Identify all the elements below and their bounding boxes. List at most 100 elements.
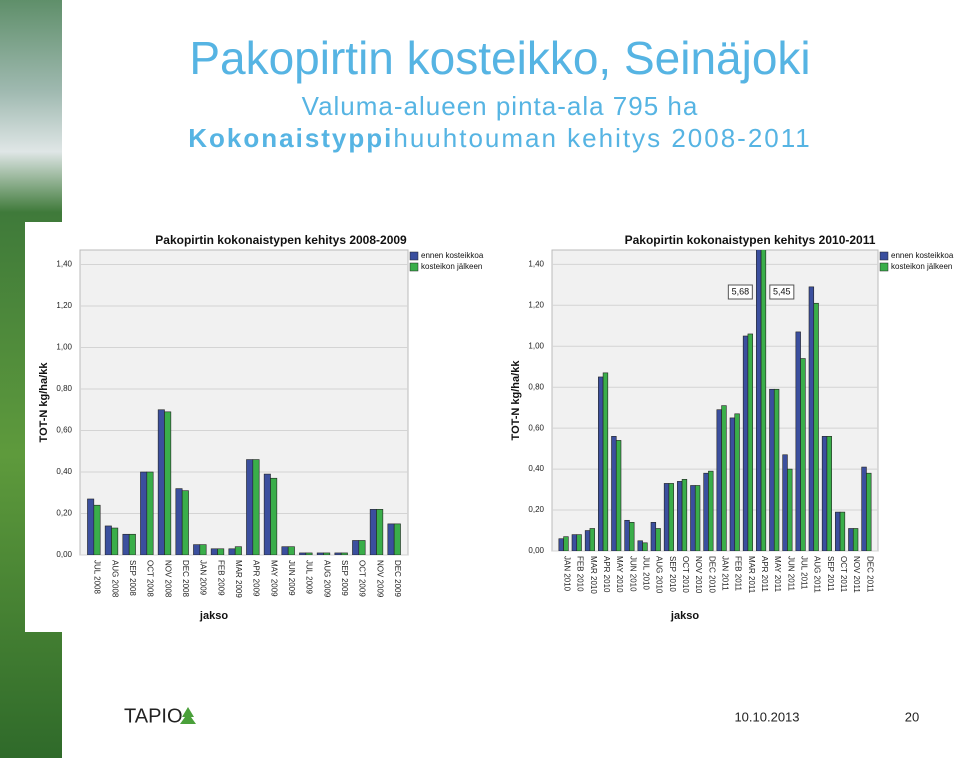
x-tick-label: NOV 2009 — [375, 560, 384, 598]
value-label-box — [769, 284, 795, 300]
bar — [839, 511, 846, 551]
bar — [637, 540, 643, 551]
bar — [563, 536, 569, 551]
bar — [769, 388, 775, 551]
bar — [270, 477, 278, 555]
x-tick-label: JUN 2010 — [628, 556, 637, 592]
y-tick-label: 1,40 — [56, 260, 72, 269]
bar — [742, 335, 749, 551]
bar — [611, 436, 617, 551]
bar — [787, 468, 793, 551]
legend-label: kosteikon jälkeen — [421, 262, 482, 271]
bar — [721, 405, 727, 551]
bar — [323, 552, 331, 555]
x-tick-label: MAY 2009 — [269, 560, 278, 597]
bar — [589, 528, 595, 551]
y-tick-label: 0,60 — [528, 423, 544, 432]
bar — [655, 528, 661, 551]
y-tick-label: 0,20 — [56, 509, 72, 518]
slide-title: Pakopirtin kosteikko, Seinäjoki — [189, 32, 810, 84]
bar — [217, 548, 225, 555]
bar — [571, 534, 578, 551]
value-label-box — [727, 284, 753, 300]
x-tick-label: OCT 2011 — [839, 556, 848, 593]
bar — [122, 533, 130, 555]
x-tick-label: AUG 2009 — [322, 560, 331, 598]
x-tick-label: JAN 2011 — [720, 556, 729, 591]
bar — [650, 522, 657, 551]
footer-date: 10.10.2013 — [734, 709, 799, 724]
logo-tree — [180, 707, 196, 724]
y-tick-label: 0,00 — [56, 550, 72, 559]
x-tick-label: NOV 2008 — [163, 560, 172, 598]
x-tick-label: DEC 2011 — [865, 556, 874, 593]
bar — [334, 552, 342, 555]
y-tick-label: 0,80 — [56, 384, 72, 393]
bar — [140, 471, 148, 555]
x-tick-label: OCT 2009 — [358, 560, 367, 597]
x-tick-label: FEB 2011 — [734, 556, 743, 592]
subtitle-rest: huuhtouman kehitys 2008-2011 — [393, 123, 811, 153]
bar — [795, 331, 801, 551]
y-tick-label: 0,40 — [528, 464, 544, 473]
y-tick-label: 1,20 — [56, 301, 72, 310]
y-tick-label: 0,60 — [56, 426, 72, 435]
y-tick-label: 0,00 — [528, 546, 544, 555]
bar — [376, 509, 384, 555]
x-tick-label: JUL 2008 — [93, 560, 102, 595]
bar — [782, 454, 788, 551]
bar — [252, 459, 260, 555]
bar — [175, 488, 183, 555]
bar — [756, 250, 762, 551]
bar — [624, 519, 630, 551]
value-label: 5,68 — [732, 286, 750, 296]
y-tick-label: 1,00 — [56, 343, 72, 352]
x-tick-label: JAN 2009 — [199, 560, 208, 596]
bar — [760, 250, 767, 551]
bar — [729, 417, 736, 551]
bar — [690, 485, 696, 551]
bar — [716, 409, 722, 551]
bar — [694, 485, 701, 551]
bar — [87, 498, 95, 555]
y-tick-label: 1,00 — [528, 341, 544, 350]
x-tick-label: SEP 2009 — [340, 560, 349, 596]
bar — [800, 358, 806, 551]
x-tick-label: JUL 2009 — [305, 560, 314, 595]
bar — [598, 376, 604, 551]
x-tick-label: FEB 2009 — [216, 560, 225, 596]
bar — [199, 544, 207, 555]
bar — [299, 552, 307, 555]
x-tick-label: AUG 2010 — [655, 556, 664, 594]
x-tick-label: AUG 2011 — [813, 556, 822, 593]
x-tick-label: FEB 2010 — [576, 556, 585, 592]
x-tick-label: JUN 2009 — [287, 560, 296, 596]
bar — [228, 548, 236, 555]
bar — [157, 409, 165, 555]
legend-swatch — [879, 262, 889, 272]
y-tick-label: 1,40 — [528, 259, 544, 268]
bar — [352, 540, 360, 555]
x-tick-label: MAY 2011 — [773, 556, 782, 593]
bar — [708, 470, 714, 551]
x-tick-label: AUG 2008 — [110, 560, 119, 598]
bar — [246, 459, 254, 555]
x-tick-label: MAR 2010 — [589, 556, 598, 594]
bar — [111, 527, 119, 555]
bar — [861, 466, 867, 551]
bar — [681, 479, 688, 551]
bar — [677, 481, 683, 551]
bar — [747, 333, 753, 551]
bar — [358, 540, 366, 555]
bar — [146, 471, 154, 555]
x-tick-label: DEC 2009 — [393, 560, 402, 597]
y-tick-label: 0,40 — [56, 467, 72, 476]
value-label: 5,45 — [773, 286, 791, 296]
y-tick-label: 0,80 — [528, 382, 544, 391]
bar — [181, 490, 189, 555]
chart-title: Pakopirtin kokonaistypen kehitys 2010-20… — [625, 233, 876, 247]
bar — [340, 552, 348, 555]
y-axis-label: TOT-N kg/ha/kk — [510, 360, 522, 441]
x-tick-label: SEP 2010 — [668, 556, 677, 592]
x-tick-label: APR 2010 — [602, 556, 611, 593]
